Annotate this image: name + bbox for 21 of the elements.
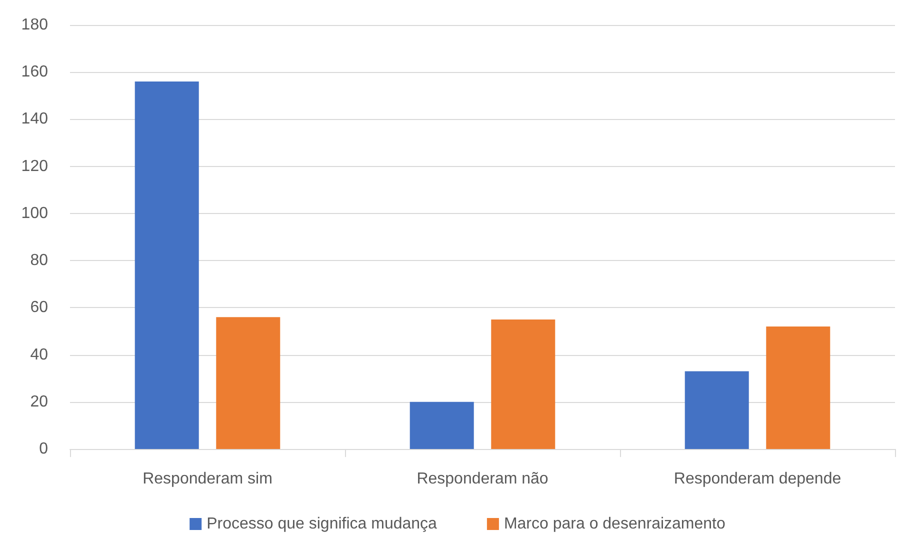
y-tick-label: 20 bbox=[30, 393, 48, 410]
bar bbox=[410, 402, 474, 449]
y-tick-label: 140 bbox=[21, 110, 48, 128]
y-tick-label: 60 bbox=[30, 299, 48, 316]
bar bbox=[491, 319, 556, 449]
bar bbox=[216, 317, 280, 449]
x-tick-label: Responderam sim bbox=[142, 470, 272, 488]
legend-label: Processo que significa mudança bbox=[206, 516, 438, 532]
y-tick-label: 100 bbox=[21, 204, 48, 222]
y-tick-label: 120 bbox=[21, 158, 48, 175]
y-tick-label: 180 bbox=[21, 16, 48, 34]
x-tick-label: Responderam depende bbox=[674, 470, 842, 488]
y-tick-label: 0 bbox=[39, 440, 48, 458]
y-tick-label: 160 bbox=[21, 64, 48, 81]
legend-label: Marco para o desenraizamento bbox=[504, 516, 726, 532]
bar bbox=[766, 326, 830, 449]
bar bbox=[684, 371, 749, 449]
y-tick-label: 80 bbox=[30, 252, 48, 270]
y-tick-label: 40 bbox=[30, 346, 48, 364]
x-tick-label: Responderam não bbox=[416, 470, 548, 488]
bar bbox=[134, 82, 199, 449]
